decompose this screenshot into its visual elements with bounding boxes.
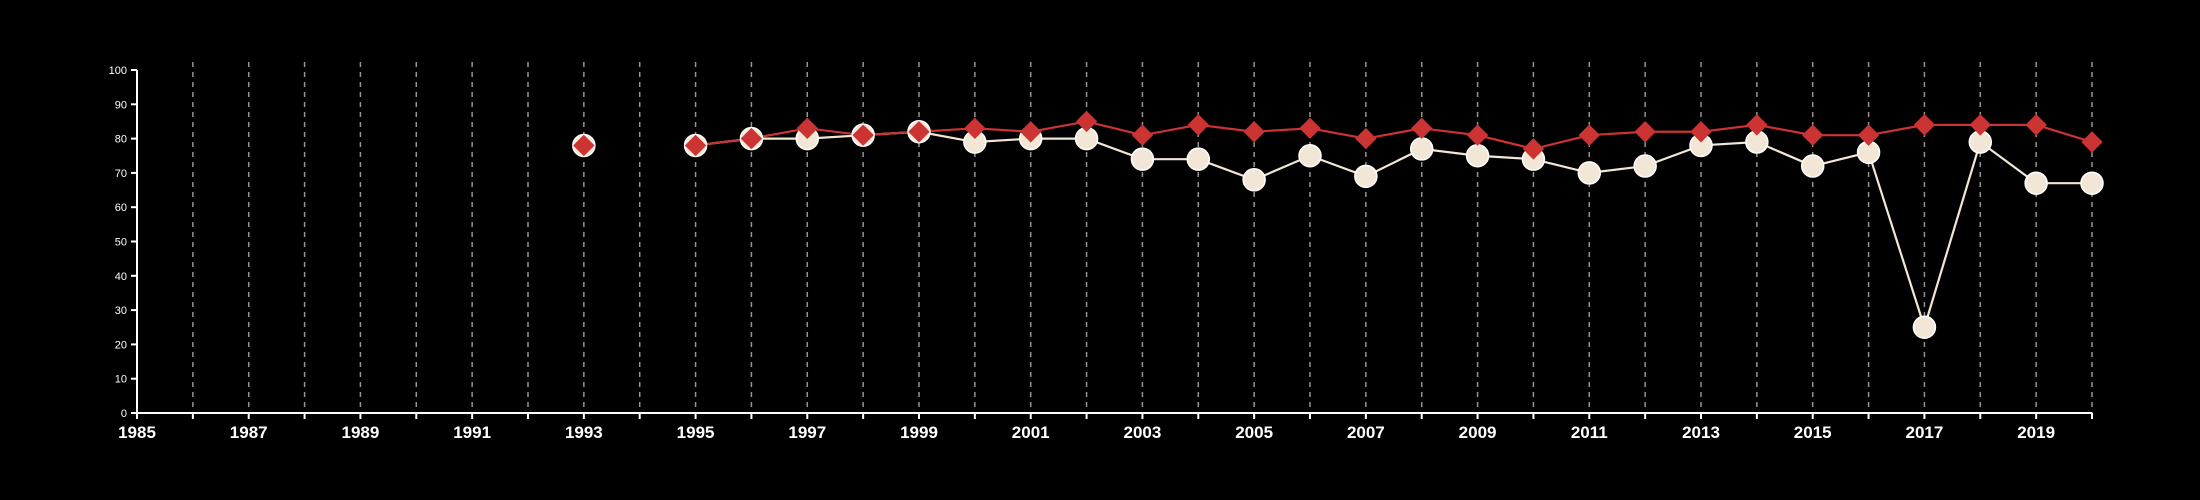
series-2-line (695, 120, 2093, 151)
circle-point (1298, 144, 1322, 168)
circle-point (1186, 147, 1211, 171)
y-tick-label: 80 (115, 134, 127, 146)
diamond-point (1578, 124, 1600, 146)
series-lines (695, 120, 2093, 331)
y-tick-label: 70 (115, 168, 127, 180)
diamond-point (2025, 114, 2047, 136)
circle-point (1409, 137, 1434, 161)
x-tick-label: 1989 (342, 423, 380, 442)
x-tick-label: 1985 (118, 423, 156, 442)
circle-point (1800, 154, 1825, 178)
x-tick-label: 1997 (788, 423, 826, 442)
series-1-line (695, 130, 2092, 331)
diamond-point (1411, 117, 1433, 140)
diamond-point (1634, 121, 1656, 143)
x-tick-label: 2011 (1571, 423, 1608, 442)
x-tick-label: 2001 (1012, 423, 1050, 442)
y-tick-label: 40 (115, 271, 127, 283)
circle-point (2024, 171, 2048, 195)
x-tick-label: 2013 (1682, 423, 1720, 442)
y-tick-label: 60 (115, 202, 127, 214)
x-tick-label: 1987 (230, 423, 268, 442)
diamond-point (2081, 131, 2103, 153)
diamond-point (1522, 138, 1545, 160)
data-points (572, 110, 2104, 339)
diamond-point (1802, 124, 1824, 146)
x-tick-label: 1999 (900, 423, 938, 442)
diamond-point (908, 121, 930, 143)
y-tick-label: 20 (115, 339, 127, 351)
x-tick-label: 2007 (1347, 423, 1385, 442)
x-tick-label: 2017 (1906, 423, 1944, 442)
diamond-point (1020, 121, 1042, 143)
x-tick-label: 2005 (1235, 423, 1273, 442)
diamond-point (1243, 121, 1265, 143)
y-tick-label: 0 (121, 408, 127, 420)
gridlines (192, 62, 2093, 413)
diamond-point (964, 117, 986, 140)
x-tick-label: 2009 (1459, 423, 1497, 442)
diamond-point (852, 124, 874, 146)
diamond-point (1131, 124, 1154, 146)
circle-point (1130, 147, 1155, 171)
y-tick-label: 50 (115, 237, 127, 249)
circle-point (2080, 171, 2104, 195)
x-tick-label: 1991 (453, 423, 491, 442)
axes: 0 10 20 30 40 50 60 70 80 90 100 1985 1987 1989 1991 19… (109, 65, 2093, 442)
diamond-point (1075, 110, 1098, 133)
circle-point (1465, 144, 1490, 168)
x-tick-label: 1995 (677, 423, 715, 442)
circle-point (1912, 315, 1937, 339)
diamond-point (1187, 114, 1209, 136)
diamond-point (1355, 127, 1377, 150)
diamond-point (740, 127, 763, 150)
diamond-point (1857, 124, 1880, 146)
x-tick-label: 2019 (2017, 423, 2055, 442)
x-tick-label: 1993 (565, 423, 603, 442)
diamond-point (796, 117, 818, 140)
x-tick-label: 2003 (1124, 423, 1162, 442)
x-tick-label: 2015 (1794, 423, 1832, 442)
diamond-point (573, 134, 595, 157)
circle-point (1354, 164, 1378, 189)
circle-point (1242, 168, 1266, 192)
diamond-point (1299, 117, 1321, 140)
diamond-point (684, 134, 707, 157)
y-tick-label: 10 (115, 374, 127, 386)
diamond-point (1913, 114, 1936, 136)
diamond-point (1746, 114, 1768, 136)
y-tick-label: 90 (115, 99, 127, 111)
y-tick-label: 100 (109, 65, 127, 77)
circle-point (1633, 154, 1657, 178)
circle-point (1577, 161, 1602, 185)
y-tick-label: 30 (115, 305, 127, 317)
diamond-point (1690, 121, 1712, 143)
diamond-point (1969, 114, 1991, 136)
diamond-point (1466, 124, 1489, 146)
